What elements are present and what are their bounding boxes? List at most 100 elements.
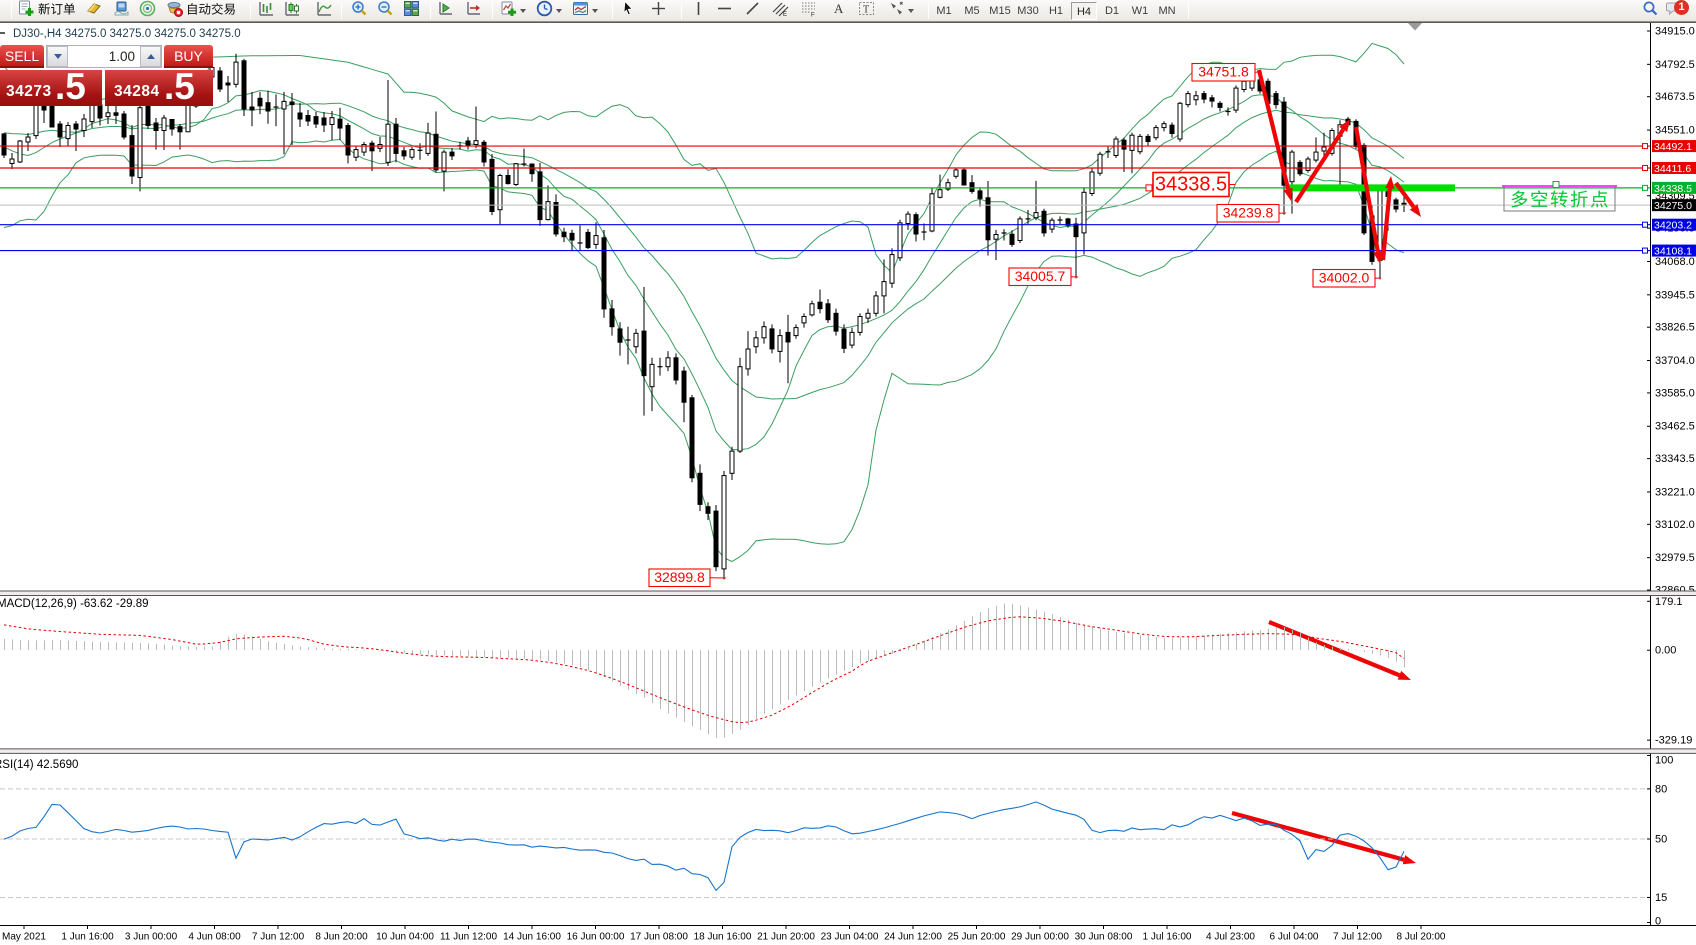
chart-shift-button[interactable] xyxy=(437,2,454,20)
candle-body xyxy=(897,222,903,259)
trend-arrow[interactable] xyxy=(1268,620,1411,680)
auto-scroll-button[interactable] xyxy=(465,2,482,20)
text-label-icon: T xyxy=(858,0,875,22)
templates-button[interactable] xyxy=(572,2,598,20)
chart-shift-marker[interactable] xyxy=(1408,23,1422,31)
candle-body xyxy=(785,331,791,343)
search-button[interactable] xyxy=(1642,1,1659,20)
timeframe-m1[interactable]: M1 xyxy=(936,5,952,17)
text-icon: A xyxy=(830,0,847,22)
timeframe-w1[interactable]: W1 xyxy=(1131,5,1149,17)
candle-body xyxy=(1177,102,1183,140)
periods-caret-icon xyxy=(556,9,562,13)
candle xyxy=(641,287,647,416)
indicators-button[interactable] xyxy=(500,1,526,20)
turning-point-label[interactable] xyxy=(1502,181,1617,212)
candle xyxy=(49,101,55,128)
price-callout-34751.8[interactable]: 34751.8 xyxy=(1191,62,1260,82)
trend-arrow[interactable] xyxy=(1394,181,1421,217)
chat-button[interactable]: 1 xyxy=(1666,0,1689,20)
arrow-head xyxy=(1283,187,1293,201)
tile-windows-button[interactable] xyxy=(403,1,420,20)
turning-point-char xyxy=(1550,190,1568,208)
candle xyxy=(1273,90,1279,109)
timeframe-mn[interactable]: MN xyxy=(1158,5,1176,17)
terminal-button[interactable] xyxy=(113,1,130,20)
cursor-button[interactable] xyxy=(620,0,637,20)
trend-arrow[interactable] xyxy=(1353,126,1383,264)
candle xyxy=(305,109,311,126)
trend-arrow[interactable] xyxy=(1294,119,1350,204)
timeframe-d1[interactable]: D1 xyxy=(1104,5,1120,17)
text-label-button[interactable]: T xyxy=(858,2,875,20)
horizontal-line-button[interactable] xyxy=(716,2,733,20)
arrows-shapes-button[interactable] xyxy=(888,1,914,20)
equidistant-channel-button[interactable]: E xyxy=(772,2,789,20)
zoom-out-button[interactable] xyxy=(377,1,394,20)
fibonacci-button[interactable]: F xyxy=(800,2,817,20)
timeframe-m30[interactable]: M30 xyxy=(1017,5,1039,17)
candle xyxy=(977,187,983,207)
crosshair-button[interactable] xyxy=(650,2,667,20)
zoom-in-button[interactable] xyxy=(351,0,368,22)
candle xyxy=(881,259,887,314)
candle-body xyxy=(1017,218,1023,241)
price-tag-box xyxy=(1652,140,1696,153)
candle xyxy=(1145,133,1151,146)
candle-body xyxy=(1169,124,1175,135)
candle xyxy=(425,122,431,156)
candle xyxy=(1193,90,1199,106)
volume-input[interactable]: 1.00 xyxy=(108,49,135,64)
bar-chart-button[interactable] xyxy=(258,2,275,20)
volume-decrease-button[interactable] xyxy=(47,46,68,67)
new-order-button[interactable]: 新订单 xyxy=(18,0,76,20)
volume-increase-button[interactable] xyxy=(140,46,161,67)
rsi-axis-label: 50 xyxy=(1655,834,1667,846)
line-chart-button[interactable] xyxy=(316,2,333,20)
price-callout-34005.7[interactable]: 34005.7 xyxy=(1008,267,1079,287)
candle xyxy=(1001,229,1007,241)
candlestick-chart-button[interactable] xyxy=(284,2,301,20)
trend-arrow[interactable] xyxy=(1256,69,1293,201)
timeframe-m15[interactable]: M15 xyxy=(989,5,1011,17)
green-highlight-bar[interactable] xyxy=(1287,184,1455,192)
arrow-head xyxy=(1397,670,1411,680)
price-tag-text: 34338.5 xyxy=(1654,183,1692,195)
pane-splitter[interactable] xyxy=(0,591,1696,596)
price-callout-32899.8[interactable]: 32899.8 xyxy=(648,568,727,588)
timeframe-h4[interactable]: H4 xyxy=(1071,2,1097,20)
periods-button[interactable] xyxy=(536,0,562,20)
sell-price-display[interactable]: 34273 .5 xyxy=(0,66,102,107)
price-tag-box xyxy=(1652,181,1696,194)
candle-body xyxy=(729,450,735,474)
sell-button[interactable]: SELL xyxy=(0,45,44,68)
pane-splitter[interactable] xyxy=(0,748,1696,754)
buy-price-display[interactable]: 34284 .5 xyxy=(105,66,213,107)
templates-icon xyxy=(572,0,589,22)
candle xyxy=(657,357,663,376)
algo-trading-button[interactable]: 自动交易 xyxy=(166,1,236,20)
candle xyxy=(729,446,735,481)
candle xyxy=(401,147,407,160)
price-callout-34338.5[interactable]: 34338.5 xyxy=(1152,171,1235,198)
timeframe-h1[interactable]: H1 xyxy=(1048,5,1064,17)
fast-ma-line xyxy=(3,89,1405,451)
market-watch-button[interactable] xyxy=(86,2,103,20)
vertical-line-button[interactable] xyxy=(690,2,707,20)
time-axis-label: 4 Jul 23:00 xyxy=(1206,932,1255,943)
macd-signal-line xyxy=(3,616,1405,724)
buy-button[interactable]: BUY xyxy=(164,45,213,68)
candle xyxy=(1169,122,1175,138)
price-callout-34002.0[interactable]: 34002.0 xyxy=(1312,268,1382,288)
macd-label: MACD(12,26,9) -63.62 -29.89 xyxy=(0,598,149,610)
candle-body xyxy=(569,232,575,241)
signals-button[interactable] xyxy=(139,0,156,20)
line-anchor-marker xyxy=(1642,184,1648,191)
trendline-button[interactable] xyxy=(744,2,761,20)
price-callout-34239.8[interactable]: 34239.8 xyxy=(1216,203,1287,223)
text-button[interactable]: A xyxy=(830,0,847,22)
trend-arrow[interactable] xyxy=(1380,176,1395,261)
timeframe-m5[interactable]: M5 xyxy=(964,5,980,17)
zoom-in-icon xyxy=(351,0,368,22)
